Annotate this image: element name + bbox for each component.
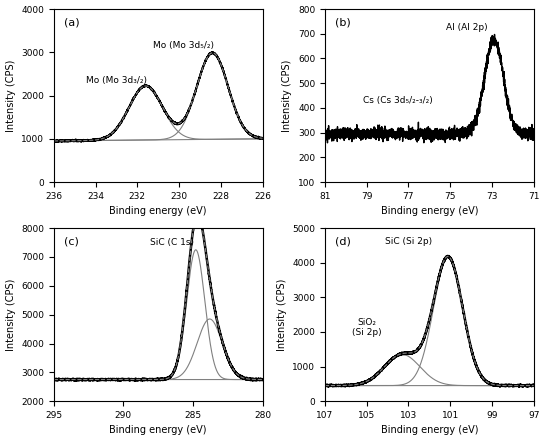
Text: Al (Al 2p): Al (Al 2p) — [446, 23, 488, 32]
Y-axis label: Intensity (CPS): Intensity (CPS) — [282, 60, 293, 132]
Text: Cs (Cs 3d₅/₂-₃/₂): Cs (Cs 3d₅/₂-₃/₂) — [363, 96, 433, 105]
Text: (d): (d) — [335, 237, 352, 247]
X-axis label: Binding energy (eV): Binding energy (eV) — [110, 206, 207, 217]
Y-axis label: Intensity (CPS): Intensity (CPS) — [277, 278, 287, 351]
Text: SiC (Si 2p): SiC (Si 2p) — [385, 237, 432, 246]
X-axis label: Binding energy (eV): Binding energy (eV) — [110, 426, 207, 435]
Text: Mo (Mo 3d₃/₂): Mo (Mo 3d₃/₂) — [86, 75, 147, 85]
Text: SiO₂
(Si 2p): SiO₂ (Si 2p) — [352, 318, 381, 337]
Text: (c): (c) — [64, 237, 79, 247]
Text: Mo (Mo 3d₅/₂): Mo (Mo 3d₅/₂) — [153, 41, 214, 50]
X-axis label: Binding energy (eV): Binding energy (eV) — [380, 426, 478, 435]
Text: (b): (b) — [335, 18, 351, 28]
Y-axis label: Intensity (CPS): Intensity (CPS) — [5, 60, 16, 132]
Text: (a): (a) — [64, 18, 80, 28]
Y-axis label: Intensity (CPS): Intensity (CPS) — [5, 278, 16, 351]
X-axis label: Binding energy (eV): Binding energy (eV) — [380, 206, 478, 217]
Text: SiC (C 1s): SiC (C 1s) — [150, 239, 194, 247]
